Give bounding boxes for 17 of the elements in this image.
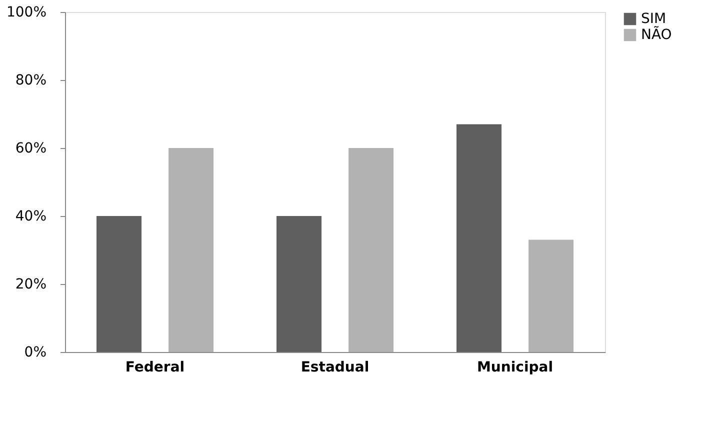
bar	[96, 216, 142, 352]
legend-label: NÃO	[641, 26, 672, 43]
bar	[528, 240, 574, 352]
y-tick-label: 100%	[6, 4, 46, 20]
bar	[456, 124, 502, 352]
legend-label: SIM	[641, 11, 666, 27]
y-tick-label: 60%	[15, 140, 46, 156]
bar	[168, 148, 214, 352]
y-tick-label: 80%	[15, 72, 46, 88]
x-tick-label: Federal	[125, 360, 185, 376]
y-tick-label: 40%	[15, 208, 46, 224]
x-tick-label: Municipal	[476, 360, 554, 376]
y-tick-label: 0%	[24, 344, 46, 360]
bar	[348, 148, 394, 352]
bar	[276, 216, 322, 352]
y-tick-label: 20%	[15, 276, 46, 292]
x-tick-label: Estadual	[300, 360, 370, 376]
